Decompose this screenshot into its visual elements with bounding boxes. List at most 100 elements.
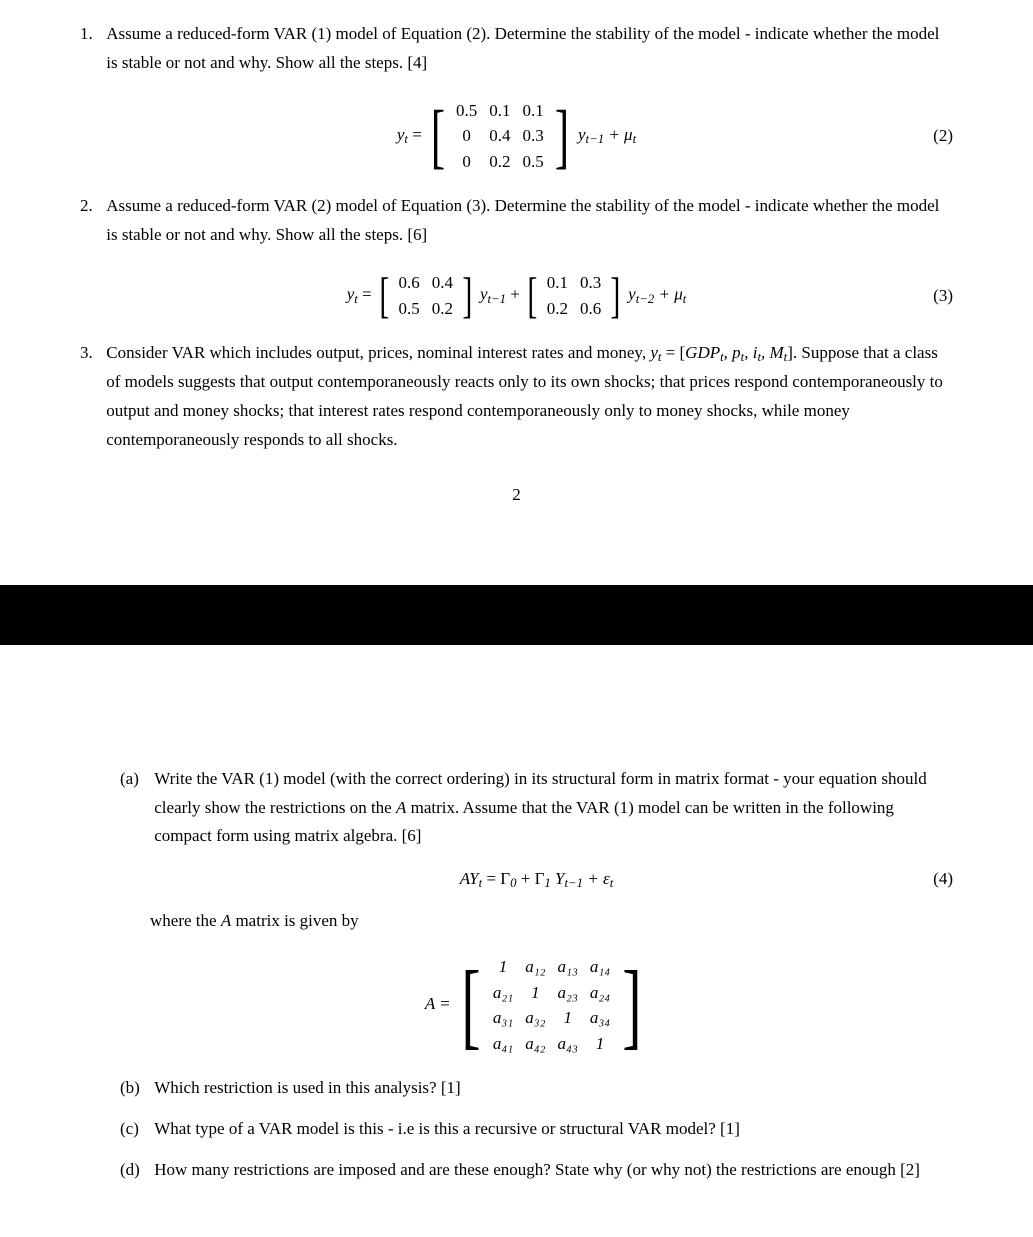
matrix-col: a₁₂1a₃₂a₄₂ [519,954,551,1056]
matrix-cell: a₃₁ [493,1005,513,1031]
eq3-equals: = [362,284,376,303]
question-3a: (a) Write the VAR (1) model (with the co… [120,765,953,852]
matrix-cell: a₂₃ [558,980,578,1006]
q3c-label: (c) [120,1115,150,1144]
eq4-Ysub: t [479,876,483,890]
eq3-ytm2: y [628,284,636,303]
matrix-cell: 1 [558,1005,578,1031]
where-A: A [221,911,231,930]
q3b-label: (b) [120,1074,150,1103]
where-text1: where the [150,911,221,930]
q2-text: Assume a reduced-form VAR (2) model of E… [106,192,946,250]
matrix-cell: a₄₂ [525,1031,545,1057]
matrix-cols: 1a₂₁a₃₁a₄₁a₁₂1a₃₂a₄₂a₁₃a₂₃1a₄₃a₁₄a₂₄a₃₄1 [487,954,616,1056]
q3-gdp: GDP [685,343,720,362]
matrix-cell: 0.1 [523,98,544,124]
matrix-cell: 1 [525,980,545,1006]
A-matrix-body: [ 1a₂₁a₃₁a₄₁a₁₂1a₃₂a₄₂a₁₃a₂₃1a₄₃a₁₄a₂₄a₃… [455,954,648,1056]
matrix-cell: 0.5 [523,149,544,175]
q3a-A: A [396,798,406,817]
eq4-plus-g1: + Γ [521,869,545,888]
bracket-right: ] [623,962,642,1048]
A-lhs: A = [425,994,455,1013]
eq4-g0sub: 0 [510,876,516,890]
q3-eq-open: = [ [661,343,685,362]
matrix-col: 0.10.40.2 [483,98,516,175]
matrix-col: a₁₄a₂₄a₃₄1 [584,954,616,1056]
eq4-eq-g0: = Γ [486,869,510,888]
matrix-cell: 0.6 [580,296,601,322]
q3-i-sub: t [757,350,761,364]
bracket-left: [ [461,962,480,1048]
matrix-cell: 1 [493,954,513,980]
eq4-g1sub: 1 [544,876,550,890]
matrix-cell: 0.5 [399,296,420,322]
q3-m: , M [761,343,784,362]
eq2-rhs-var: y [578,125,586,144]
page-2: (a) Write the VAR (1) model (with the co… [0,765,1033,1237]
q3a-label: (a) [120,765,150,794]
question-1: 1. Assume a reduced-form VAR (1) model o… [80,20,953,78]
eq2-plus-mu: + μ [608,125,632,144]
eq4-label: (4) [933,869,953,889]
q3-close: ]. [787,343,797,362]
eq3-lhs-sub: t [354,292,358,306]
matrix-col: 0.40.2 [426,270,459,321]
eq4-Y2: Y [555,869,564,888]
matrix-cell: 0.2 [432,296,453,322]
eq3-matrix-1: [ 0.60.50.40.2 ] [376,270,476,321]
q1-text: Assume a reduced-form VAR (1) model of E… [106,20,946,78]
eq2-label: (2) [933,126,953,146]
q3d-text: How many restrictions are imposed and ar… [154,1156,944,1185]
matrix-cell: 0.5 [456,98,477,124]
bracket-right: ] [555,104,569,169]
matrix-cell: 0 [456,123,477,149]
matrix-cell: 0.3 [580,270,601,296]
eq3-plus-mu: + μ [659,284,683,303]
equation-3: yt = [ 0.60.50.40.2 ] yt−1 + [ 0.10.20.3… [80,270,953,321]
q3-ysub: t [658,350,662,364]
eq2-lhs-sub: t [404,132,408,146]
eq3-content: yt = [ 0.60.50.40.2 ] yt−1 + [ 0.10.20.3… [347,270,687,321]
matrix-cell: a₃₄ [590,1005,610,1031]
q3-gdp-sub: t [720,350,724,364]
q3-text-pre: Consider VAR which includes output, pric… [106,343,650,362]
matrix-cell: a₂₄ [590,980,610,1006]
matrix-cell: 0.4 [432,270,453,296]
question-3c: (c) What type of a VAR model is this - i… [120,1115,953,1144]
matrix-cell: 0.1 [547,270,568,296]
matrix-cell: a₁₂ [525,954,545,980]
matrix-col: 0.30.6 [574,270,607,321]
q3b-text: Which restriction is used in this analys… [154,1074,944,1103]
eq2-content: yt = [ 0.5000.10.40.20.10.30.5 ] yt−1 + … [397,98,636,175]
eq2-rhs-sub: t−1 [586,132,605,146]
eq3-ytm2-sub: t−2 [636,292,655,306]
page-number: 2 [80,485,953,505]
A-matrix-content: A = [ 1a₂₁a₃₁a₄₁a₁₂1a₃₂a₄₂a₁₃a₂₃1a₄₃a₁₄a… [425,954,648,1056]
matrix-cell: a₃₂ [525,1005,545,1031]
eq3-plus1: + [510,284,524,303]
matrix-cell: 0.3 [523,123,544,149]
matrix-col: 0.60.5 [393,270,426,321]
q3-number: 3. [80,339,102,368]
q3-i: , i [744,343,757,362]
q3c-text: What type of a VAR model is this - i.e i… [154,1115,944,1144]
q1-number: 1. [80,20,102,49]
matrix-cell: 1 [590,1031,610,1057]
eq4-content: AYt = Γ0 + Γ1 Yt−1 + εt [460,869,614,889]
eq2-mu-sub: t [633,132,637,146]
matrix-col: a₁₃a₂₃1a₄₃ [552,954,584,1056]
matrix-cell: 0.4 [489,123,510,149]
q3a-where: where the A matrix is given by [150,907,953,936]
bracket-left: [ [431,104,445,169]
eq3-matrix-2: [ 0.10.20.30.6 ] [524,270,624,321]
q3-yvar: y [650,343,658,362]
matrix-cell: 0.2 [547,296,568,322]
matrix-cols: 0.60.50.40.2 [393,270,460,321]
eq4-Y2sub: t−1 [565,876,584,890]
matrix-col: 1a₂₁a₃₁a₄₁ [487,954,519,1056]
matrix-col: 0.10.2 [541,270,574,321]
eq4-esub: t [610,876,614,890]
eq3-mu-sub: t [683,292,687,306]
bracket-right: ] [611,273,621,318]
